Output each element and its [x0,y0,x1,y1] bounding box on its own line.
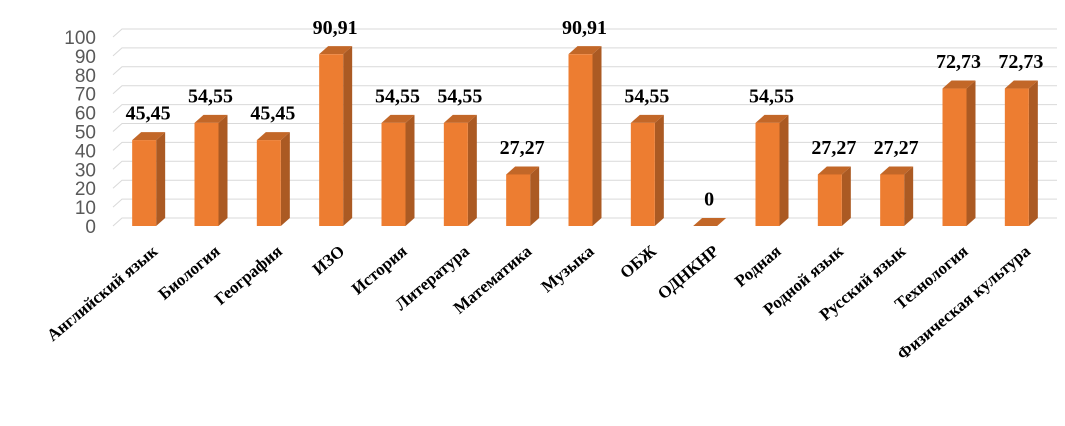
y-tick-label: 0 [85,217,96,238]
bar [568,54,593,226]
value-label: 54,55 [188,85,233,107]
bar [194,122,219,226]
y-tick-label: 80 [75,66,96,87]
x-tick-label: ИЗО [309,242,348,279]
value-label: 27,27 [874,137,919,159]
value-label: 45,45 [250,103,295,125]
x-tick-label: Музыка [538,241,598,296]
value-label: 72,73 [998,51,1043,73]
value-label: 54,55 [624,85,669,107]
grid-line [112,85,1057,95]
y-tick-label: 10 [75,198,96,219]
y-tick-label: 100 [64,28,96,49]
bar-top [693,218,727,226]
y-tick-label: 20 [75,179,96,200]
grid-line [112,104,1057,113]
y-tick-label: 60 [75,104,96,125]
bar [1004,88,1029,226]
grid-line [112,123,1057,132]
bar-side [218,114,228,226]
bar [817,174,842,226]
x-tick-label: ОДНКНР [654,242,722,304]
bar-side [156,132,166,226]
grid-line [112,47,1057,57]
bar-side [592,46,602,226]
value-label: 0 [704,189,714,211]
bar-side [343,46,353,226]
bar-side [841,166,851,226]
bar [256,140,281,226]
grid-line [112,66,1057,76]
grid-line [112,28,1057,38]
grid-line [112,198,1057,208]
bar [381,122,406,226]
bar [506,174,531,226]
bar [443,122,468,226]
grid-line [112,160,1057,170]
bar-side [280,132,290,226]
x-tick-label: География [211,242,286,309]
value-label: 54,55 [375,85,420,107]
y-tick-label: 50 [75,123,96,144]
value-label: 54,55 [437,85,482,107]
value-label: 72,73 [936,51,981,73]
y-tick-label: 70 [75,85,96,106]
value-label: 90,91 [313,17,358,39]
y-tick-label: 30 [75,160,96,181]
bar [942,88,967,226]
bar-side [467,114,477,226]
bar-top [381,114,415,123]
x-tick-label: История [348,242,411,299]
value-label: 54,55 [749,85,794,107]
bar [319,54,344,226]
bar-side [904,166,914,226]
x-tick-label: ОБЖ [616,241,660,282]
bar-top [319,46,353,55]
grid-line [112,141,1057,151]
bar-top [256,132,290,141]
bar-top [506,166,540,175]
bar-side [530,166,540,226]
bar-top [443,114,477,123]
bar-top [1004,80,1038,89]
bar-side [1028,80,1038,226]
x-tick-label: Родная [731,242,785,291]
bar-top [942,80,976,89]
grid-line [112,179,1057,189]
bar-top [630,114,664,123]
bar-top [880,166,914,175]
value-label: 45,45 [126,103,171,125]
bar-side [779,114,789,226]
x-tick-label: Английский язык [43,241,161,345]
bar-top [817,166,851,175]
bar-top [755,114,789,123]
bar-top [194,114,228,123]
value-label: 27,27 [500,137,545,159]
bar [630,122,655,226]
value-label: 27,27 [811,137,856,159]
bar [755,122,780,226]
bar-top [132,132,166,141]
y-tick-label: 90 [75,47,96,68]
y-tick-label: 40 [75,141,96,162]
value-label: 90,91 [562,17,607,39]
bar [880,174,905,226]
bar-top [568,46,602,55]
bar-side [654,114,664,226]
bar [132,140,157,226]
bar-side [405,114,415,226]
grid-line [112,217,1057,227]
bar-side [966,80,976,226]
